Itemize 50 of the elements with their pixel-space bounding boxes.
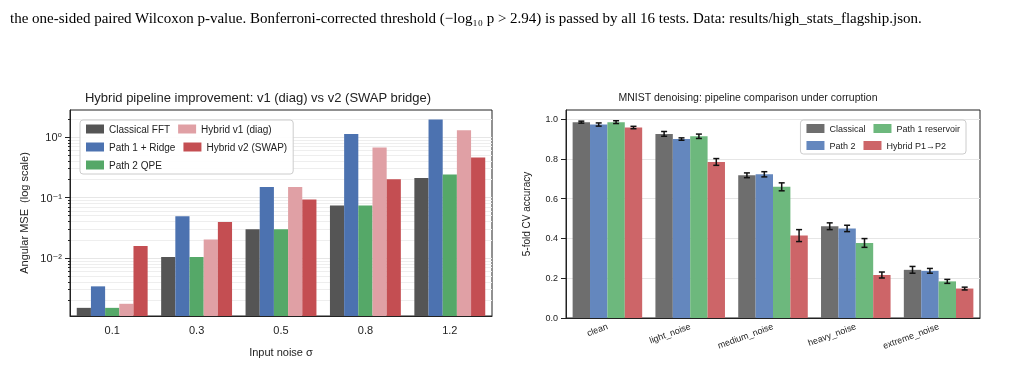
bar <box>590 124 608 318</box>
chart-title: Hybrid pipeline improvement: v1 (diag) vs v2 (SWAP bridge) <box>84 90 432 105</box>
x-tick-label: 0.3 <box>188 323 205 336</box>
legend-label: Path 2 <box>829 140 856 151</box>
x-tick-label: clean <box>585 321 610 339</box>
bar <box>655 133 673 318</box>
bar <box>855 242 874 318</box>
x-tick-label: 0.8 <box>357 323 374 336</box>
bar <box>903 269 922 318</box>
x-tick-label: 0.5 <box>273 323 289 336</box>
y-tick-label: 1.0 <box>545 113 558 124</box>
y-axis-title: 5-fold CV accuracy <box>520 171 532 257</box>
y-tick-label: 10⁻² <box>40 252 63 265</box>
bar <box>938 281 956 318</box>
bar <box>790 235 808 318</box>
bar <box>690 136 708 318</box>
y-tick-label: 0.0 <box>545 313 558 323</box>
bar <box>755 174 773 318</box>
bar <box>955 288 974 318</box>
y-tick-label: 0.4 <box>545 233 558 244</box>
bar <box>672 139 691 318</box>
x-axis-title: Input noise σ <box>249 345 314 358</box>
y-tick-label: 0.8 <box>545 153 558 164</box>
legend-label: Path 2 QPE <box>109 159 163 171</box>
y-tick-label: 0.6 <box>545 193 558 204</box>
bar <box>873 275 891 318</box>
y-axis-title: Angular MSE (log scale) <box>17 152 30 274</box>
y-tick-label: 0.2 <box>545 273 558 284</box>
legend-label: Path 1 reservoir <box>896 123 960 134</box>
bar <box>773 186 791 318</box>
y-tick-label: 10⁰ <box>45 131 63 144</box>
bar <box>572 122 591 318</box>
bar <box>607 122 625 318</box>
bar <box>921 270 939 318</box>
x-tick-label: 0.1 <box>104 323 120 336</box>
y-tick-label: 10⁻¹ <box>40 191 63 204</box>
chart-title: MNIST denoising: pipeline comparison under corruption <box>618 90 878 103</box>
text: the one-sided paired Wilcoxon p-value. Bonferroni-corrected threshold (−log₁₀ p > 2.94) is passed by all 16 tests. Data: results/high_stats_flagship.json. <box>10 9 923 28</box>
legend-label: Classical <box>829 123 866 134</box>
bar <box>821 226 839 318</box>
legend-label: Classical FFT <box>109 123 171 135</box>
legend-label: Path 1 + Ridge <box>109 141 176 153</box>
bar <box>707 161 725 318</box>
bar <box>624 127 643 318</box>
legend-label: Hybrid v2 (SWAP) <box>206 141 288 153</box>
bar <box>738 175 756 318</box>
x-tick-label: 1.2 <box>442 323 458 336</box>
legend-label: Hybrid P1→P2 <box>886 140 947 151</box>
legend-label: Hybrid v1 (diag) <box>201 123 272 135</box>
bar <box>838 228 856 318</box>
